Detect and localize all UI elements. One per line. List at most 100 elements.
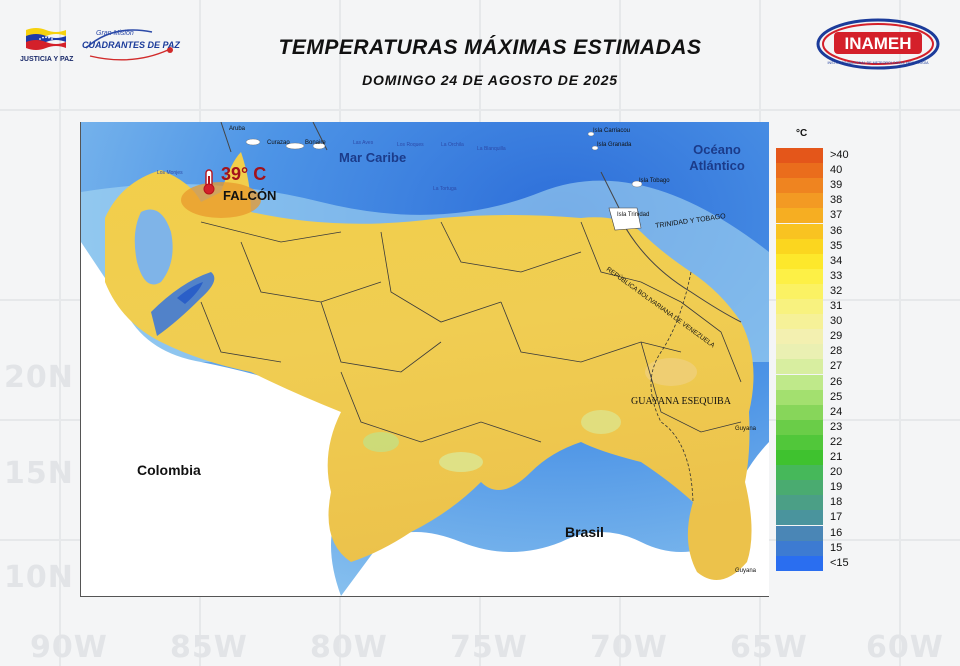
legend-label: 30 [830, 315, 843, 328]
legend-unit: °C [796, 128, 808, 139]
label-trinidad: Isla Trinidad [617, 212, 650, 218]
legend-label: 31 [830, 300, 843, 312]
mission-big-text: CUADRANTES DE PAZ [82, 40, 180, 50]
legend-swatch [776, 389, 823, 405]
label-granada: Isla Granada [597, 142, 632, 148]
legend-label: 34 [830, 254, 843, 267]
thermometer-icon [203, 169, 215, 195]
legend-swatch [776, 283, 823, 299]
legend-label: >40 [830, 149, 849, 161]
max-temperature-station: FALCÓN [223, 188, 277, 203]
legend-label: 23 [830, 420, 843, 433]
legend-item: 37 [776, 208, 856, 224]
legend-item: <15 [776, 555, 856, 571]
legend-swatch [776, 404, 823, 420]
legend-swatch [776, 253, 823, 269]
legend-item: 33 [776, 268, 856, 284]
legend-swatch [776, 525, 823, 541]
legend-item: 27 [776, 359, 856, 375]
label-aruba: Aruba [229, 126, 246, 132]
bg-label-15n: 15N [4, 456, 74, 491]
inameh-wordmark: INAMEH [844, 34, 911, 53]
legend-label: 40 [830, 164, 843, 177]
legend-swatch [776, 434, 823, 450]
legend-swatch [776, 299, 823, 314]
lake-maracaibo [134, 209, 173, 285]
legend-label: 26 [830, 375, 843, 388]
label-colombia: Colombia [137, 462, 201, 478]
legend-swatch [776, 359, 823, 375]
page-title: TEMPERATURAS MÁXIMAS ESTIMADAS [278, 36, 702, 59]
label-tobago: Isla Tobago [639, 178, 670, 184]
legend-label: 16 [830, 526, 843, 539]
legend-label: 27 [830, 360, 843, 373]
label-guyana: Guyana [735, 426, 757, 432]
legend-item: 19 [776, 480, 856, 496]
label-la-blanquilla: La Blanquilla [477, 146, 506, 152]
legend-swatch [776, 223, 823, 239]
legend-item: 40 [776, 163, 856, 179]
label-brasil: Brasil [565, 524, 604, 540]
legend-swatch [776, 374, 823, 390]
brasil-land [341, 442, 769, 596]
legend-swatch [776, 419, 823, 435]
label-guayana-esequiba: GUAYANA ESEQUIBA [631, 396, 731, 407]
legend-item: 36 [776, 223, 856, 239]
label-mar-caribe: Mar Caribe [339, 150, 407, 165]
legend-swatch [776, 465, 823, 481]
trinidad-island [608, 207, 642, 231]
legend-label: 20 [830, 466, 843, 479]
label-carriacou: Isla Carriacou [593, 128, 631, 134]
legend-item: 38 [776, 193, 856, 209]
cuadrantes-logo: Gran Misión CUADRANTES DE PAZ [82, 26, 180, 66]
legend-label: <15 [830, 556, 849, 569]
legend-item: 17 [776, 510, 856, 526]
legend-label: 38 [830, 194, 843, 207]
legend-item: 35 [776, 238, 856, 254]
legend-label: 37 [830, 209, 843, 222]
legend-swatch [776, 148, 823, 163]
venezuela-land [105, 152, 754, 580]
legend-swatch [776, 450, 823, 465]
label-la-orchila: La Orchila [441, 142, 464, 148]
label-oceano: Océano Atlántico [689, 142, 745, 173]
legend-label: 33 [830, 269, 843, 282]
mission-swoosh-icon [85, 29, 173, 61]
label-la-tortuga: La Tortuga [433, 186, 457, 192]
legend-swatch [776, 329, 823, 345]
legend-swatch [776, 495, 823, 511]
legend-swatch [776, 238, 823, 254]
legend-label: 18 [830, 496, 843, 509]
legend-item: 21 [776, 450, 856, 465]
colombia-land [81, 242, 351, 596]
legend-swatch [776, 540, 823, 556]
legend-swatch [776, 555, 823, 571]
legend-item: 24 [776, 404, 856, 420]
legend-label: 29 [830, 330, 843, 343]
legend-item: >40 [776, 148, 856, 163]
bg-label-20n: 20N [4, 360, 74, 395]
legend-label: 28 [830, 345, 843, 358]
bg-label-75w: 75W [450, 630, 528, 665]
label-guyana-south: Guyana [735, 568, 757, 574]
temperature-map: Mar Caribe Océano Atlántico Colombia Bra… [80, 122, 769, 597]
legend-item: 31 [776, 299, 856, 314]
legend-swatch [776, 163, 823, 179]
legend-swatch [776, 178, 823, 194]
legend-item: 18 [776, 495, 856, 511]
label-los-roques: Los Roques [397, 142, 424, 148]
legend-label: 19 [830, 481, 843, 494]
legend-item: 23 [776, 419, 856, 435]
left-logo-caption: JUSTICIA Y PAZ [20, 56, 74, 63]
legend-item: 26 [776, 374, 856, 390]
bg-label-10n: 10N [4, 560, 74, 595]
legend-swatch [776, 344, 823, 360]
legend-item: 29 [776, 329, 856, 345]
venezuela-flag-icon [26, 28, 66, 50]
legend-item: 30 [776, 314, 856, 330]
legend-swatch [776, 480, 823, 496]
legend-swatch [776, 314, 823, 330]
bg-label-80w: 80W [310, 630, 388, 665]
temperature-legend: °C >40 40 39 38 37 36 35 34 33 32 31 30 29 28 27 26 25 24… [776, 128, 856, 588]
legend-label: 22 [830, 435, 843, 448]
